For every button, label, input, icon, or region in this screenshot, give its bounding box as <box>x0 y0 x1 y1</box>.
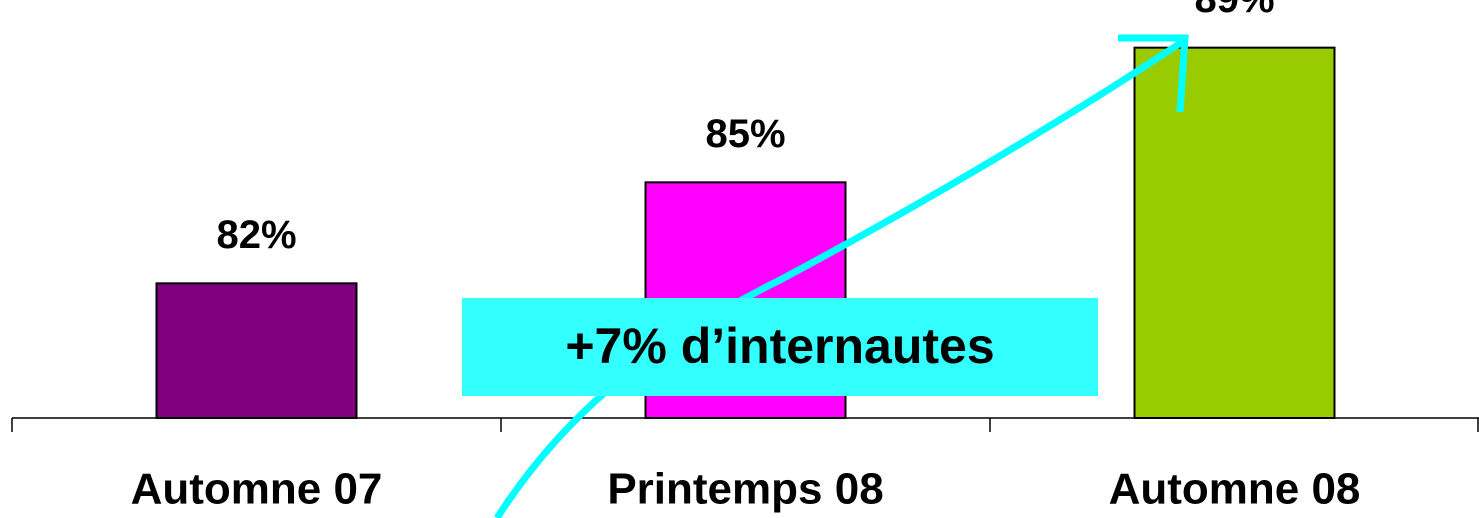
x-tick-label: Printemps 08 <box>607 465 883 514</box>
trend-arrow <box>494 37 1187 518</box>
x-tick-label: Automne 07 <box>131 465 383 514</box>
value-label: 82% <box>216 213 296 257</box>
arrow-head <box>1118 34 1189 113</box>
bar <box>1133 46 1336 420</box>
bar <box>155 282 358 420</box>
value-label: 89% <box>1194 0 1274 21</box>
x-tick-label: Automne 08 <box>1109 465 1361 514</box>
bars: 82% Automne 07 85% Printemps 08 89% Automne 0… <box>11 0 1479 514</box>
annotation: +7% d’internautes <box>565 318 994 374</box>
annotation-box <box>462 298 1098 396</box>
value-label: 85% <box>705 112 785 156</box>
